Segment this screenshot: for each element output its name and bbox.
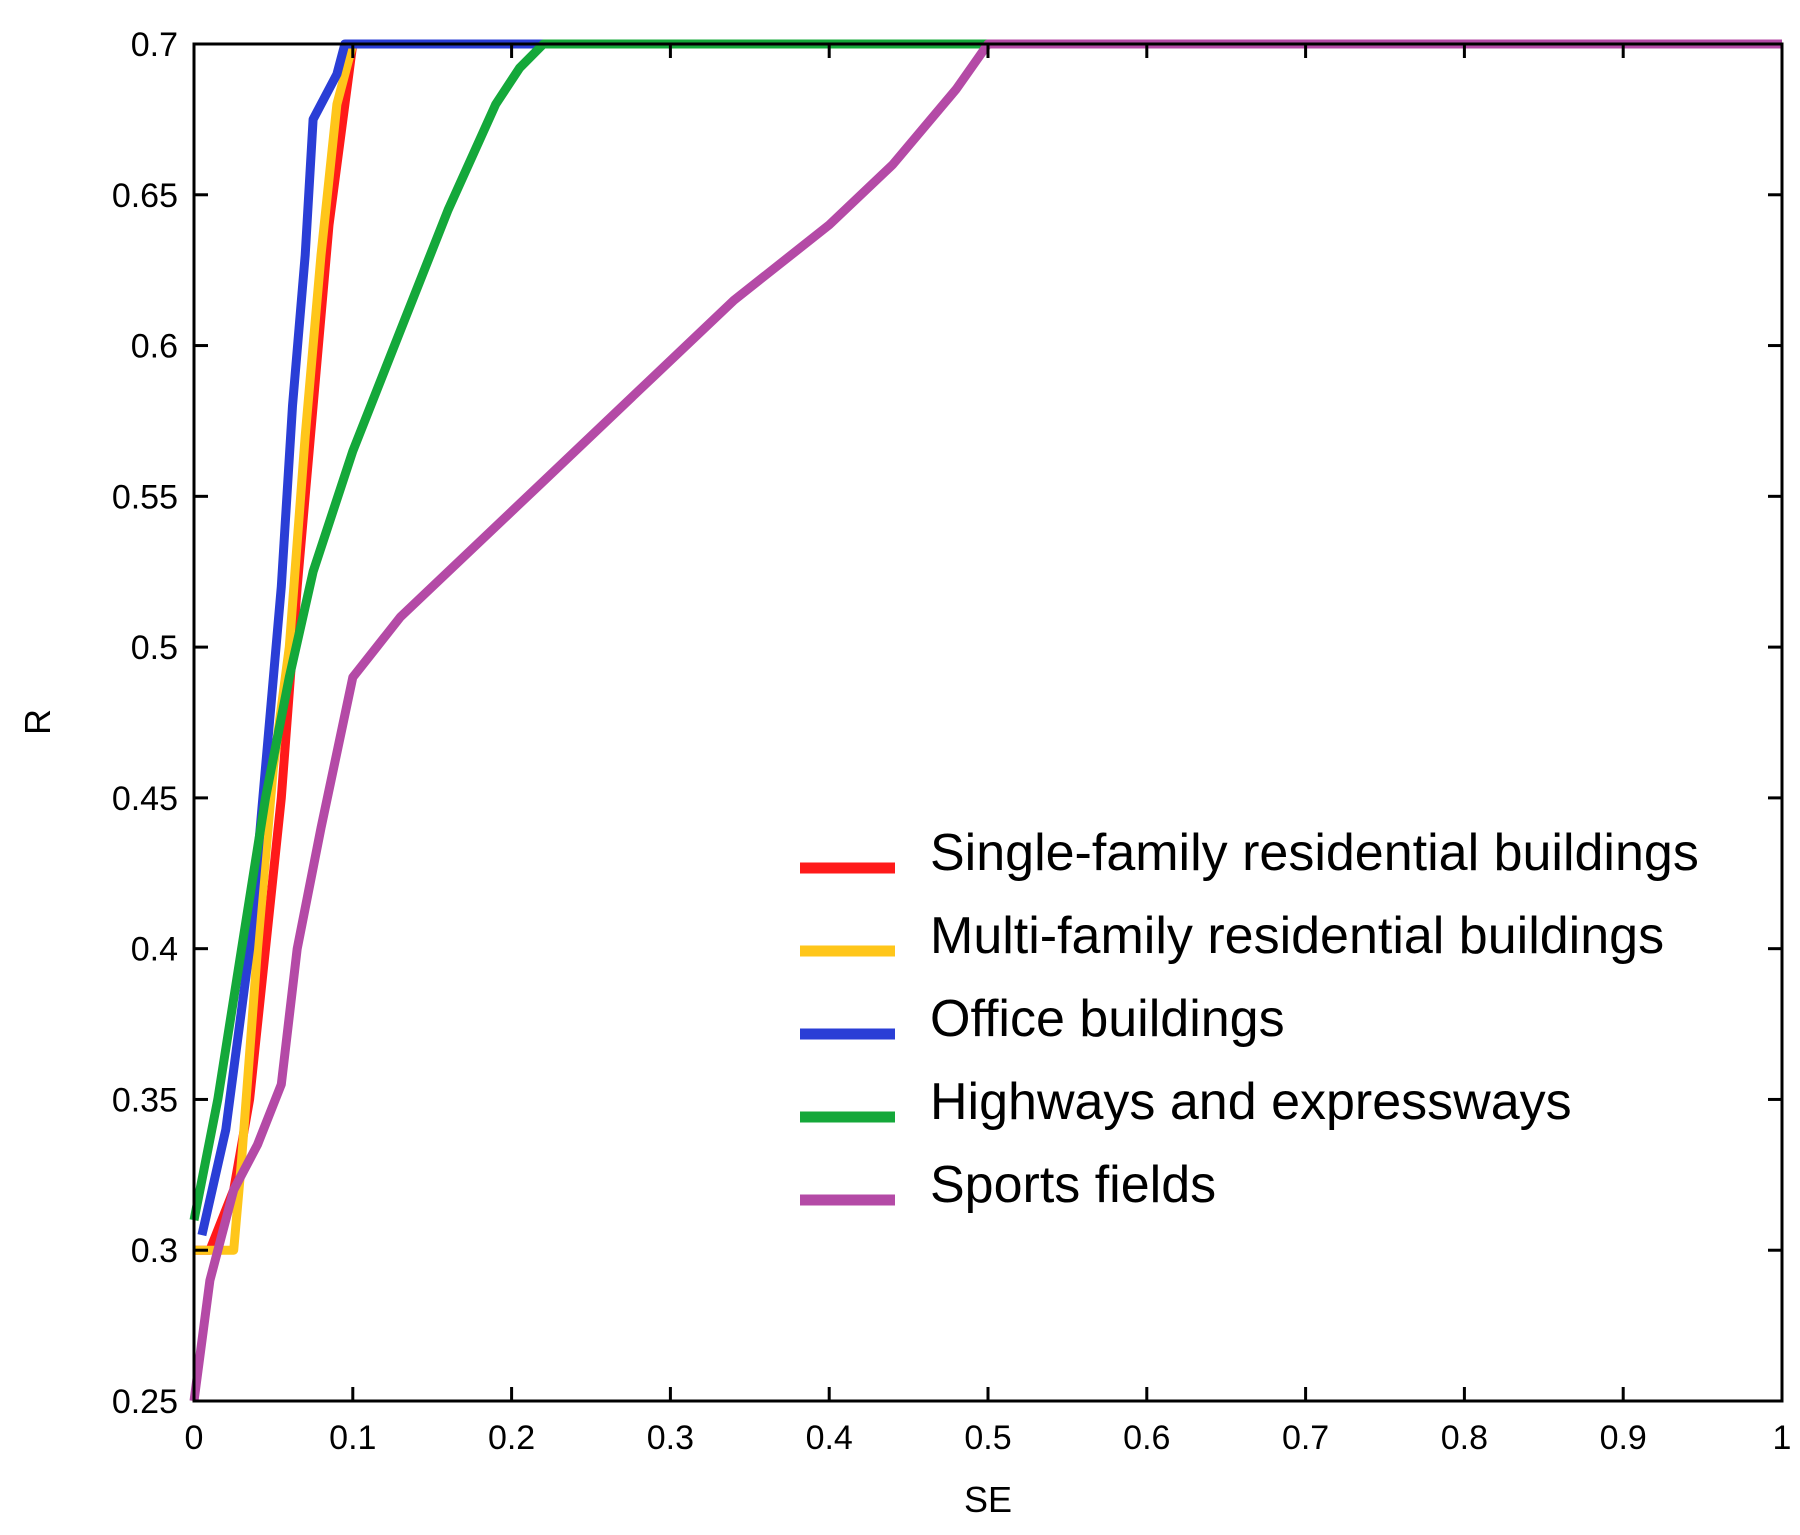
x-tick-label: 0	[185, 1419, 204, 1457]
x-axis-title: SE	[964, 1479, 1012, 1520]
series-line-2	[194, 39, 1782, 1255]
series-line-3	[197, 39, 1782, 1237]
y-tick-label: 0.45	[112, 780, 178, 818]
x-tick-label: 1	[1773, 1419, 1792, 1457]
y-tick-label: 0.5	[131, 629, 178, 667]
y-tick-label: 0.25	[112, 1383, 178, 1421]
x-tick-label: 0.1	[329, 1419, 376, 1457]
x-tick-label: 0.3	[647, 1419, 694, 1457]
y-tick-label: 0.65	[112, 177, 178, 215]
legend-label-1: Single-family residential buildings	[930, 824, 1699, 882]
y-tick-label: 0.7	[131, 26, 178, 64]
legend-label-5: Sports fields	[930, 1156, 1216, 1214]
x-tick-label: 0.4	[806, 1419, 853, 1457]
x-tick-label: 0.5	[964, 1419, 1011, 1457]
y-tick-label: 0.4	[131, 931, 178, 969]
y-tick-label: 0.3	[131, 1232, 178, 1270]
y-tick-label: 0.35	[112, 1081, 178, 1119]
series-layer	[189, 39, 1782, 1402]
tick-layer: 0 0.1 0.2 0.3 0.4 0.5 0.6 0.7 0.8 0.9 1 0.25 0.3 0.35…	[112, 26, 1792, 1457]
x-tick-label: 0.7	[1282, 1419, 1329, 1457]
x-tick-label: 0.2	[488, 1419, 535, 1457]
legend-label-2: Multi-family residential buildings	[930, 907, 1664, 965]
series-line-5	[189, 39, 1782, 1402]
x-tick-label: 0.8	[1441, 1419, 1488, 1457]
x-tick-label: 0.6	[1123, 1419, 1170, 1457]
legend-label-3: Office buildings	[930, 990, 1285, 1048]
y-tick-label: 0.55	[112, 478, 178, 516]
legend-label-4: Highways and expressways	[930, 1073, 1572, 1131]
y-axis-title: R	[17, 709, 58, 735]
y-tick-label: 0.6	[131, 328, 178, 366]
legend: Single-family residential buildings Multi…	[800, 824, 1699, 1214]
series-line-4	[189, 39, 1782, 1221]
x-tick-label: 0.9	[1600, 1419, 1647, 1457]
